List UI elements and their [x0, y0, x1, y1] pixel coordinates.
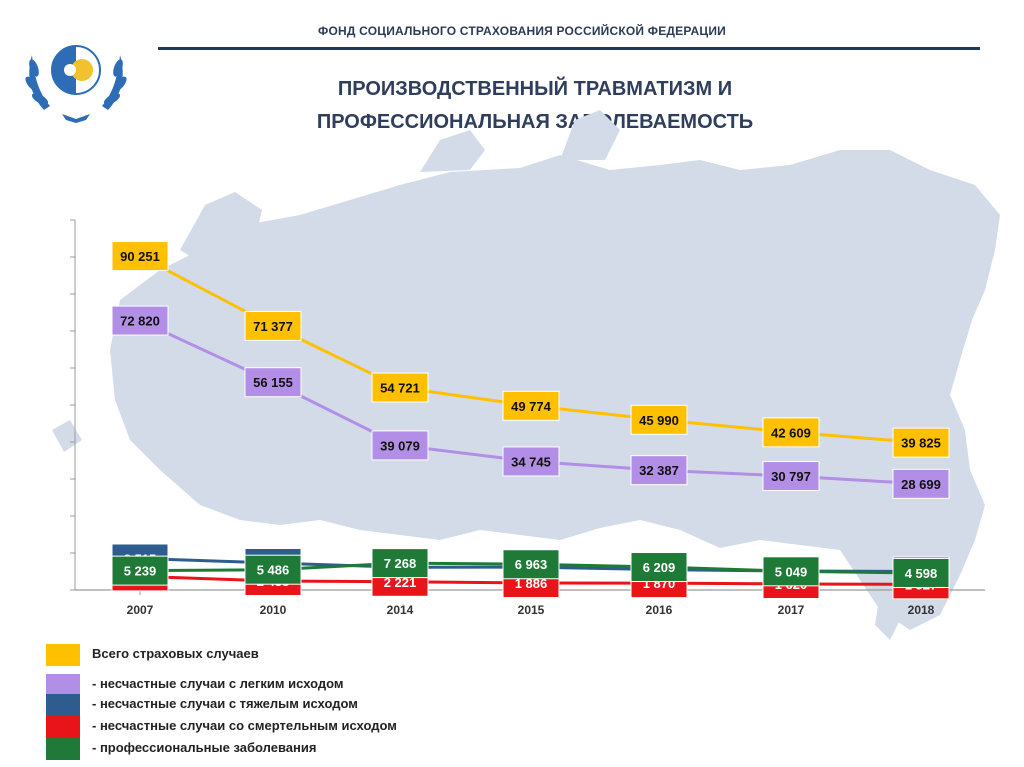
- data-label-text: 5 239: [124, 564, 157, 579]
- data-label-text: 4 598: [905, 566, 938, 581]
- data-label-text: 39 079: [380, 438, 420, 453]
- data-label-box: [892, 427, 950, 458]
- data-label-text: 39 825: [901, 436, 941, 451]
- data-label-box: [502, 446, 560, 477]
- legend-swatch-fatal: [46, 716, 80, 738]
- data-point-total-2017: 42 609: [762, 417, 820, 448]
- data-label-box: [892, 557, 950, 588]
- data-label-box: [892, 468, 950, 499]
- data-label-box: [371, 430, 429, 461]
- data-point-occupational-2014: 7 268: [371, 548, 429, 579]
- x-tick-label-2016: 2016: [646, 603, 673, 617]
- data-label-text: 28 699: [901, 477, 941, 492]
- data-label-text: 54 721: [380, 381, 420, 396]
- data-label-box: [630, 404, 688, 435]
- data-point-light-2014: 39 079: [371, 430, 429, 461]
- legend-item-occupational: - профессиональные заболевания: [46, 738, 466, 760]
- data-label-text: 32 387: [639, 463, 679, 478]
- data-label-text: 5 049: [775, 564, 808, 579]
- data-point-total-2018: 39 825: [892, 427, 950, 458]
- laurel-wreath-icon: [25, 55, 127, 123]
- legend-label-light: - несчастные случаи с легким исходом: [92, 676, 344, 691]
- legend-swatch-occupational: [46, 738, 80, 760]
- data-label-box: [762, 417, 820, 448]
- slide-title-line-2: ПРОФЕССИОНАЛЬНАЯ ЗАБОЛЕВАЕМОСТЬ: [316, 111, 754, 133]
- data-label-text: 6 963: [515, 557, 548, 572]
- data-label-box: [630, 552, 688, 583]
- slide-title-line-1: ПРОИЗВОДСТВЕННЫЙ ТРАВМАТИЗМ И: [337, 78, 733, 100]
- data-point-light-2018: 28 699: [892, 468, 950, 499]
- data-label-text: 49 774: [511, 399, 552, 414]
- data-point-light-2010: 56 155: [244, 367, 302, 398]
- data-label-box: [111, 241, 169, 272]
- data-point-total-2016: 45 990: [630, 404, 688, 435]
- data-point-total-2010: 71 377: [244, 310, 302, 341]
- data-point-occupational-2017: 5 049: [762, 556, 820, 587]
- data-label-text: 90 251: [120, 249, 160, 264]
- data-point-light-2017: 30 797: [762, 461, 820, 492]
- data-label-text: 42 609: [771, 425, 811, 440]
- data-point-light-2016: 32 387: [630, 455, 688, 486]
- legend-item-light: - несчастные случаи с легким исходом: [46, 674, 466, 696]
- data-label-box: [111, 305, 169, 336]
- x-tick-label-2010: 2010: [260, 603, 287, 617]
- header-divider: [158, 47, 980, 50]
- data-label-text: 30 797: [771, 469, 811, 484]
- data-point-occupational-2010: 5 486: [244, 554, 302, 585]
- legend-label-occupational: - профессиональные заболевания: [92, 740, 317, 755]
- data-point-light-2015: 34 745: [502, 446, 560, 477]
- data-label-box: [502, 549, 560, 580]
- data-label-text: 56 155: [253, 375, 293, 390]
- x-tick-label-2018: 2018: [908, 603, 935, 617]
- legend-swatch-total: [46, 644, 80, 666]
- data-point-total-2007: 90 251: [111, 241, 169, 272]
- x-tick-label-2017: 2017: [778, 603, 805, 617]
- legend-item-severe: - несчастные случаи с тяжелым исходом: [46, 694, 466, 716]
- data-label-text: 5 486: [257, 563, 290, 578]
- data-point-total-2015: 49 774: [502, 390, 560, 421]
- legend-swatch-severe: [46, 694, 80, 716]
- legend-label-severe: - несчастные случаи с тяжелым исходом: [92, 696, 358, 711]
- data-label-box: [502, 390, 560, 421]
- legend-item-fatal: - несчастные случаи со смертельным исход…: [46, 716, 466, 738]
- data-point-occupational-2007: 5 239: [111, 555, 169, 586]
- sun-emblem-icon: [51, 45, 101, 95]
- x-tick-label-2015: 2015: [518, 603, 545, 617]
- data-label-text: 2 221: [384, 575, 417, 590]
- data-label-box: [762, 461, 820, 492]
- data-point-occupational-2016: 6 209: [630, 552, 688, 583]
- data-point-occupational-2018: 4 598: [892, 557, 950, 588]
- slide-title: ПРОИЗВОДСТВЕННЫЙ ТРАВМАТИЗМ И ПРОФЕССИОН…: [300, 73, 770, 139]
- data-label-text: 7 268: [384, 556, 417, 571]
- x-tick-label-2014: 2014: [387, 603, 414, 617]
- fss-logo: [25, 45, 127, 123]
- data-label-box: [371, 372, 429, 403]
- legend-swatch-light: [46, 674, 80, 696]
- legend-label-total: Всего страховых случаев: [92, 646, 259, 661]
- data-label-box: [244, 310, 302, 341]
- data-label-box: [762, 556, 820, 587]
- data-label-text: 45 990: [639, 413, 679, 428]
- data-label-box: [244, 554, 302, 585]
- data-label-box: [630, 455, 688, 486]
- organization-name: ФОНД СОЦИАЛЬНОГО СТРАХОВАНИЯ РОССИЙСКОЙ …: [318, 24, 726, 38]
- data-label-text: 71 377: [253, 319, 293, 334]
- data-label-text: 1 886: [515, 576, 548, 591]
- data-point-light-2007: 72 820: [111, 305, 169, 336]
- data-label-box: [111, 555, 169, 586]
- data-label-text: 34 745: [511, 454, 551, 469]
- data-point-total-2014: 54 721: [371, 372, 429, 403]
- data-point-occupational-2015: 6 963: [502, 549, 560, 580]
- x-tick-label-2007: 2007: [127, 603, 154, 617]
- data-label-box: [244, 367, 302, 398]
- data-label-text: 72 820: [120, 314, 160, 329]
- data-label-box: [371, 548, 429, 579]
- data-label-text: 6 209: [643, 560, 676, 575]
- legend-label-fatal: - несчастные случаи со смертельным исход…: [92, 718, 397, 733]
- legend-item-total: Всего страховых случаев: [46, 644, 466, 666]
